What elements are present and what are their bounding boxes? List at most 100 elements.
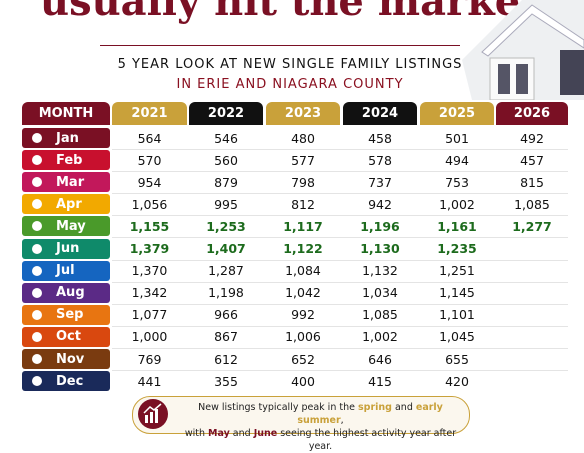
month-cell: Jan xyxy=(22,128,110,148)
note: New listings typically peak in the sprin… xyxy=(178,401,463,453)
subtitle: 5 YEAR LOOK AT NEW SINGLE FAMILY LISTING… xyxy=(117,57,463,72)
value-cell: 420 xyxy=(445,373,469,389)
value-cell: 480 xyxy=(291,130,315,146)
value-cell: 867 xyxy=(214,329,238,345)
value-cell: 400 xyxy=(291,373,315,389)
value-cell: 737 xyxy=(368,174,392,190)
value-cell: 1,045 xyxy=(439,329,475,345)
value-cell: 492 xyxy=(520,130,544,146)
value-cell: 546 xyxy=(214,130,238,146)
row-divider xyxy=(112,370,568,371)
month-label: Dec xyxy=(56,373,84,389)
row-divider xyxy=(112,171,568,173)
month-cell: Oct xyxy=(22,326,110,347)
month-cell: Mar xyxy=(22,172,110,193)
month-cell: Jun xyxy=(22,238,110,259)
title: usually hit the market? xyxy=(40,0,563,25)
note-text: , xyxy=(340,415,344,426)
month-label: Jun xyxy=(56,241,80,256)
value-cell: 1,253 xyxy=(206,218,246,234)
value-cell: 1,085 xyxy=(514,196,550,212)
value-cell: 501 xyxy=(445,130,469,146)
value-cell: 1,196 xyxy=(360,218,400,234)
value-cell: 1,002 xyxy=(439,196,475,212)
note-text: seeing the highest activity year after y… xyxy=(277,428,457,452)
divider xyxy=(100,45,460,46)
row-divider xyxy=(112,259,568,261)
value-cell: 1,130 xyxy=(360,241,400,256)
value-cell: 815 xyxy=(520,174,544,190)
value-cell: 769 xyxy=(137,351,162,367)
value-cell: 1,002 xyxy=(362,329,398,345)
column-header: 2023 xyxy=(266,102,340,125)
month-label: Apr xyxy=(56,196,82,212)
value-cell: 1,235 xyxy=(437,241,477,256)
page: usually hit the market? 5 YEAR LOOK AT N… xyxy=(22,0,584,452)
month-cell: Sep xyxy=(22,304,110,325)
value-cell: 1,132 xyxy=(362,263,398,279)
note-text: early summer xyxy=(297,402,443,426)
value-cell: 1,101 xyxy=(439,307,475,323)
row-divider xyxy=(112,281,568,283)
value-cell: 879 xyxy=(214,174,238,190)
value-cell: 577 xyxy=(291,152,315,168)
note-text: New listings typically peak in the xyxy=(198,402,358,413)
note-text: with xyxy=(184,428,208,439)
column-header: 2022 xyxy=(189,102,263,125)
value-cell: 1,006 xyxy=(285,329,321,345)
value-cell: 612 xyxy=(214,351,238,367)
note-text: June xyxy=(253,428,278,439)
value-cell: 1,407 xyxy=(206,241,246,256)
note-text: May xyxy=(208,428,230,439)
month-label: Aug xyxy=(56,285,85,301)
value-cell: 1,155 xyxy=(129,218,170,234)
column-header: 2024 xyxy=(343,102,417,125)
value-cell: 1,034 xyxy=(362,285,398,301)
value-cell: 1,287 xyxy=(208,263,244,279)
month-cell: Nov xyxy=(22,349,110,369)
value-cell: 415 xyxy=(368,373,392,389)
value-cell: 1,161 xyxy=(437,218,477,234)
month-cell: Feb xyxy=(22,150,110,171)
value-cell: 1,085 xyxy=(362,307,398,323)
row-divider xyxy=(112,237,568,239)
note-box xyxy=(132,396,470,434)
column-header: 2021 xyxy=(112,102,187,125)
value-cell: 578 xyxy=(368,152,392,168)
column-header: 2026 xyxy=(496,102,568,125)
value-cell: 1,117 xyxy=(283,218,323,234)
value-cell: 1,277 xyxy=(512,218,552,234)
month-label: May xyxy=(56,218,86,234)
row-divider xyxy=(112,193,568,195)
value-cell: 655 xyxy=(445,351,469,367)
value-cell: 753 xyxy=(445,174,469,190)
value-cell: 798 xyxy=(291,174,315,190)
value-cell: 992 xyxy=(291,307,315,323)
row-divider xyxy=(112,325,568,327)
month-cell: Dec xyxy=(22,371,110,392)
value-cell: 646 xyxy=(368,351,392,367)
month-label: Jul xyxy=(56,263,75,279)
value-cell: 1,056 xyxy=(131,196,168,212)
value-cell: 1,122 xyxy=(283,241,323,256)
value-cell: 1,000 xyxy=(131,329,168,345)
value-cell: 966 xyxy=(214,307,238,323)
value-cell: 457 xyxy=(520,152,544,168)
value-cell: 1,042 xyxy=(285,285,321,301)
chart-icon xyxy=(138,399,168,429)
row-divider xyxy=(112,215,568,217)
value-cell: 1,370 xyxy=(131,263,168,279)
value-cell: 570 xyxy=(137,152,162,168)
house-illustration xyxy=(462,0,584,100)
value-cell: 355 xyxy=(214,373,238,389)
month-cell: Apr xyxy=(22,194,110,215)
month-cell: Jul xyxy=(22,260,110,281)
value-cell: 954 xyxy=(137,174,162,190)
value-cell: 812 xyxy=(291,196,315,212)
value-cell: 441 xyxy=(137,373,162,389)
month-label: Feb xyxy=(56,152,83,168)
value-cell: 564 xyxy=(137,130,162,146)
value-cell: 942 xyxy=(368,196,392,212)
value-cell: 560 xyxy=(214,152,238,168)
column-header: MONTH xyxy=(22,102,110,125)
